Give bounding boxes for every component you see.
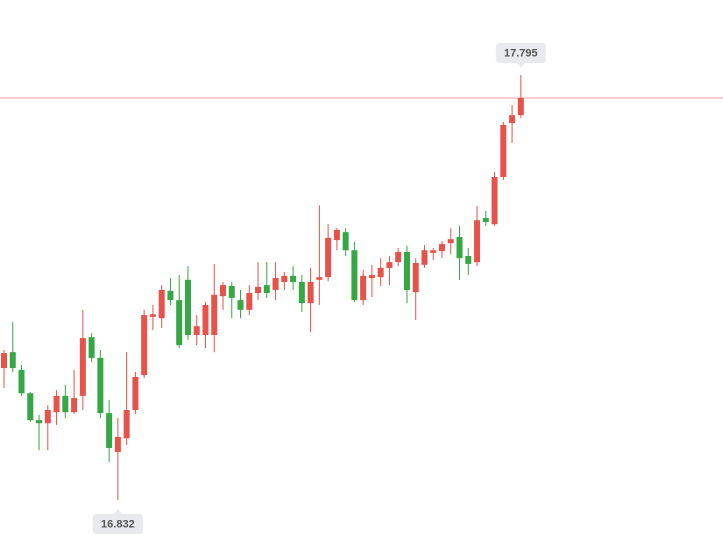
candle-body [18, 369, 25, 394]
candle-body [9, 352, 16, 369]
candle-body [167, 290, 174, 301]
candle-body [220, 285, 226, 297]
candle-body [237, 300, 244, 310]
candle-body [193, 326, 200, 335]
candle-body [456, 237, 463, 259]
candle-body [290, 275, 297, 283]
candle-body [500, 124, 507, 177]
candle-body [447, 239, 454, 244]
extreme-label-pointer [516, 63, 525, 69]
extreme-label-box [92, 514, 143, 535]
candle-body [333, 229, 340, 241]
candle-body [149, 314, 156, 317]
candle-body [132, 376, 139, 411]
candle-body [360, 275, 367, 301]
candle-body [421, 250, 428, 265]
candle-body [298, 282, 305, 304]
candle-body [88, 337, 95, 358]
candle-body [228, 285, 235, 298]
candle-body [211, 294, 218, 335]
candle-body [509, 115, 516, 124]
candle-body [141, 315, 148, 376]
candle-body [62, 395, 69, 413]
candle-body [482, 218, 489, 222]
candle-body [53, 395, 60, 413]
candle-body [44, 410, 51, 424]
candle-body [316, 277, 323, 280]
candle-body [368, 274, 375, 279]
candle-body [106, 413, 113, 448]
candle-body [71, 398, 78, 413]
candle-body [351, 250, 358, 301]
extreme-label-pointer [113, 509, 122, 515]
candle-body [272, 278, 279, 290]
candle-body [27, 393, 34, 421]
candle-body [255, 286, 262, 294]
candle-body [281, 275, 288, 283]
candle-body [158, 289, 165, 319]
candle-body [412, 263, 419, 293]
extreme-label-box [495, 43, 546, 64]
candle-body [325, 237, 332, 278]
candle-body [1, 353, 7, 369]
candle-body [474, 220, 481, 263]
candle-body [79, 338, 86, 396]
candle-body [123, 410, 130, 439]
candle-body [176, 300, 183, 346]
candle-body [517, 97, 524, 116]
candle-body [491, 176, 498, 225]
candle-body [263, 285, 270, 294]
candle-body [395, 252, 402, 263]
candle-body [246, 293, 253, 310]
candle-body [114, 436, 121, 452]
candle-body [184, 279, 191, 335]
candle-body [97, 357, 104, 414]
candle-body [386, 262, 393, 268]
candle-body [202, 304, 209, 335]
candle-body [342, 232, 349, 251]
candle-body [377, 267, 384, 278]
candle-body [465, 255, 472, 264]
extreme-label: 17.795 [504, 47, 538, 59]
candle-body [439, 244, 445, 252]
candle-body [430, 250, 437, 253]
extreme-label: 16.832 [101, 518, 135, 530]
candle-body [307, 282, 314, 304]
candle-body [403, 252, 410, 290]
candle-body [36, 420, 43, 424]
